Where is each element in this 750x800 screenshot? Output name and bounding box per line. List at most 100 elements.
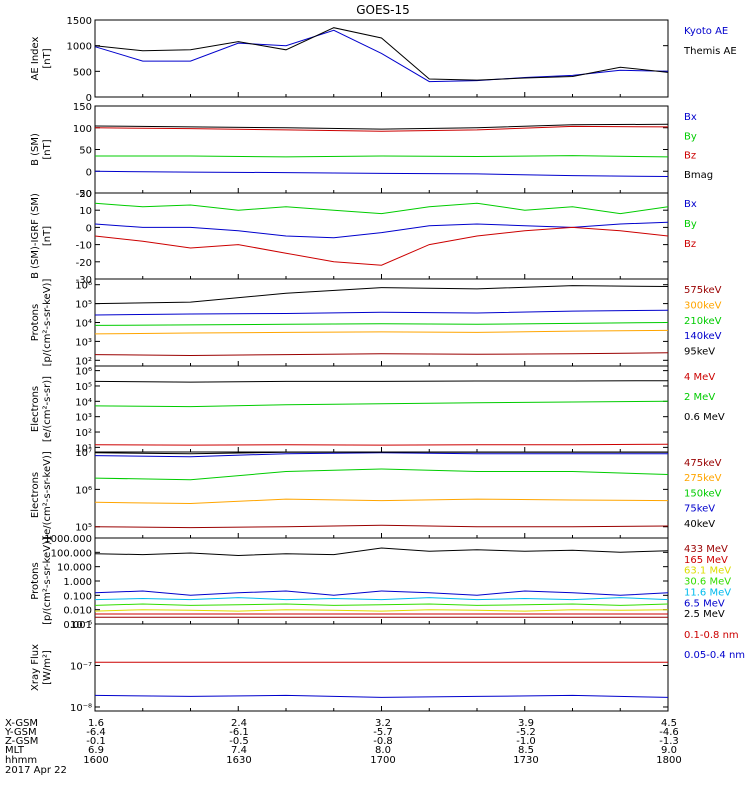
panel-0-ylabel-0: AE Index bbox=[30, 36, 41, 80]
panel-2-tick-label-0: -30 bbox=[76, 275, 92, 286]
panel-6-tick-label-2: 0.100 bbox=[63, 591, 92, 602]
panel-3-legend-1: 300keV bbox=[684, 300, 722, 311]
panel-4-tick-label-4: 10⁵ bbox=[75, 382, 92, 393]
panel-1-series-1 bbox=[95, 155, 669, 158]
panel-0-legend-0: Kyoto AE bbox=[684, 26, 728, 37]
panel-6-ylabel-1: [p/(cm²-s-sr-keV)] bbox=[42, 537, 53, 625]
panel-3-series-4 bbox=[94, 285, 669, 305]
panel-6-tick-label-1: 0.010 bbox=[63, 606, 92, 617]
footer-cell-2-3: 8.0 bbox=[375, 745, 391, 756]
panel-1-ylabel-0: B (SM) bbox=[30, 133, 41, 166]
panel-3-legend-3: 140keV bbox=[684, 331, 722, 342]
panel-0-legend-1: Themis AE bbox=[683, 46, 737, 57]
footer-cell-3-2: -1.0 bbox=[516, 736, 536, 747]
panel-6-legend-6: 2.5 MeV bbox=[684, 609, 725, 620]
footer-cell-0-4: 1600 bbox=[83, 755, 108, 766]
panel-2-tick-label-1: -20 bbox=[76, 258, 92, 269]
panel-0-tick-label-0: 0 bbox=[86, 93, 92, 104]
footer-cell-3-1: -5.2 bbox=[516, 727, 536, 738]
footer-row-label-2: Z-GSM bbox=[5, 736, 38, 747]
panel-4-tick-label-2: 10³ bbox=[75, 413, 92, 424]
panel-2-frame bbox=[94, 192, 669, 280]
panel-2-series-0 bbox=[94, 221, 669, 239]
panel-5-ylabel-0: Electrons bbox=[30, 472, 41, 518]
panel-6-legend-3: 30.6 MeV bbox=[684, 577, 731, 588]
panel-5-tick-label-2: 10⁷ bbox=[75, 448, 92, 459]
panel-6-legend-1: 165 MeV bbox=[684, 555, 728, 566]
panel-1-legend-2: Bz bbox=[684, 151, 696, 162]
panel-7-legend-1: 0.05-0.4 nm bbox=[684, 650, 745, 661]
panel-4-tick-label-3: 10⁴ bbox=[75, 397, 92, 408]
panel-4-series-2 bbox=[94, 380, 669, 383]
panel-1-legend-1: By bbox=[684, 131, 697, 142]
panel-4-ylabel-0: Electrons bbox=[30, 386, 41, 432]
panel-5-legend-1: 275keV bbox=[684, 473, 722, 484]
panel-6-tick-label-4: 10.000 bbox=[57, 563, 92, 574]
panel-4-tick-label-1: 10² bbox=[75, 428, 92, 439]
panel-7-ylabel-1: [W/m²] bbox=[42, 650, 53, 685]
footer-cell-0-3: 6.9 bbox=[88, 745, 104, 756]
panel-0-frame bbox=[94, 19, 669, 98]
panel-6-series-5 bbox=[94, 590, 669, 596]
panel-6-tick-label-6: 1000.000 bbox=[44, 534, 92, 545]
panel-6-legend-2: 63.1 MeV bbox=[684, 566, 731, 577]
panel-4-ylabel-1: [e/(cm²-s-sr)] bbox=[42, 376, 53, 442]
panel-0-series-1 bbox=[94, 27, 669, 81]
footer-cell-4-0: 4.5 bbox=[661, 718, 677, 729]
footer-cell-0-0: 1.6 bbox=[88, 718, 104, 729]
panel-0-tick-label-3: 1500 bbox=[67, 16, 92, 27]
panel-7-tick-label-1: 10⁻⁷ bbox=[70, 661, 92, 672]
panel-0: 0 500 1000 1500 AE Index [nT] Kyoto AE Themis A… bbox=[30, 16, 737, 104]
panel-4-frame bbox=[94, 365, 669, 453]
panel-4-legend-1: 2 MeV bbox=[684, 392, 715, 403]
footer-row-label-0: X-GSM bbox=[5, 718, 38, 729]
panel-3-tick-label-1: 10³ bbox=[75, 337, 92, 348]
panel-6-series-2 bbox=[94, 609, 669, 612]
footer-row-label-4: hhmm bbox=[5, 755, 37, 766]
panel-6-tick-label-5: 100.000 bbox=[51, 548, 92, 559]
panel-5-legend-3: 75keV bbox=[684, 504, 715, 515]
footer-cell-1-0: 2.4 bbox=[231, 718, 247, 729]
panel-6-series-3 bbox=[94, 603, 669, 606]
panel-6-legend-5: 6.5 MeV bbox=[684, 598, 725, 609]
panel-5-series-1 bbox=[94, 498, 669, 505]
footer-cell-3-0: 3.9 bbox=[518, 718, 534, 729]
panel-3: 10² 10³ 10⁴ 10⁵ 10⁶ Protons [p/(cm²-s-sr-keV)]… bbox=[30, 278, 722, 367]
panel-1-legend-3: Bmag bbox=[684, 170, 713, 181]
footer-cell-0-1: -6.4 bbox=[86, 727, 106, 738]
panel-3-ylabel-1: [p/(cm²-s-sr-keV)] bbox=[42, 279, 53, 367]
panel-3-legend-4: 95keV bbox=[684, 347, 715, 358]
panel-1-tick-label-2: 50 bbox=[79, 146, 92, 157]
panel-7-frame bbox=[94, 623, 669, 712]
panel-0-tick-label-2: 1000 bbox=[67, 42, 92, 53]
panel-6: 0.001 0.010 0.100 1.000 10.000 100.000 1000.00… bbox=[30, 534, 731, 631]
panel-6-ylabel-0: Protons bbox=[30, 562, 41, 599]
panel-1-tick-label-3: 100 bbox=[73, 124, 92, 135]
panel-1-tick-label-4: 150 bbox=[73, 102, 92, 113]
panel-3-legend-2: 210keV bbox=[684, 316, 722, 327]
panel-2-tick-label-5: 20 bbox=[79, 189, 92, 200]
panel-5-legend-2: 150keV bbox=[684, 488, 722, 499]
footer-cell-1-2: -0.5 bbox=[229, 736, 249, 747]
panel-3-series-2 bbox=[94, 322, 669, 326]
footer-row-label-1: Y-GSM bbox=[4, 727, 37, 738]
footer-cell-4-3: 9.0 bbox=[661, 745, 677, 756]
footer-cell-2-0: 3.2 bbox=[375, 718, 391, 729]
panel-5-tick-label-1: 10⁶ bbox=[75, 485, 92, 496]
panel-4-series-0 bbox=[94, 443, 669, 446]
panel-1-legend-0: Bx bbox=[684, 112, 697, 123]
panel-5-ylabel-1: [e/(cm²-s-sr-keV)] bbox=[42, 451, 53, 539]
footer-cell-4-2: -1.3 bbox=[659, 736, 679, 747]
panel-0-ylabel-1: [nT] bbox=[42, 48, 53, 68]
panel-5: 10⁵ 10⁶ 10⁷ Electrons [e/(cm²-s-sr-keV)] 475k… bbox=[30, 448, 722, 539]
panel-6-series-4 bbox=[94, 597, 669, 601]
footer-cell-1-4: 1630 bbox=[226, 755, 251, 766]
panel-6-tick-label-3: 1.000 bbox=[63, 577, 92, 588]
footer-cell-3-3: 8.5 bbox=[518, 745, 534, 756]
panel-3-ylabel-0: Protons bbox=[30, 304, 41, 341]
panel-6-legend-0: 433 MeV bbox=[684, 544, 728, 555]
panel-3-tick-label-3: 10⁵ bbox=[75, 300, 92, 311]
panel-7-ylabel-0: Xray Flux bbox=[30, 644, 41, 691]
